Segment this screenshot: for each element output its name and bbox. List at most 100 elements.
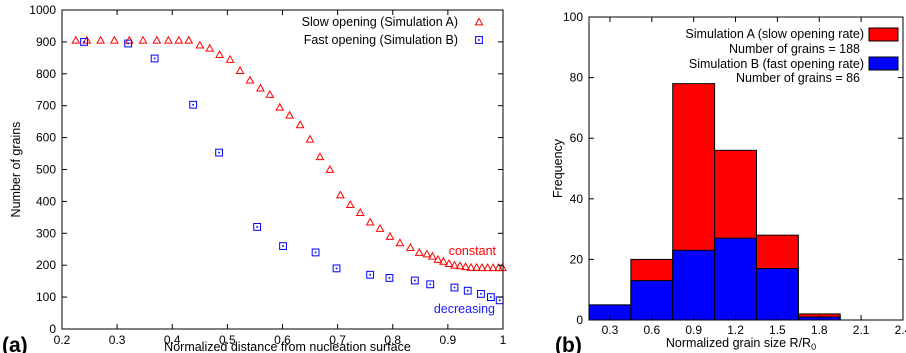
data-point-slow-opening <box>405 243 415 252</box>
marker-square <box>332 264 341 273</box>
x-tick-label: 0.9 <box>440 333 457 347</box>
x-axis-label-main: Normalized grain size R/R <box>666 336 811 350</box>
x-tick-label: 0.6 <box>274 333 291 347</box>
data-point-slow-opening <box>433 254 443 263</box>
legend-swatch-simulation-a <box>868 27 899 42</box>
legend-label-simulation-a: Simulation A (slow opening rate) <box>685 27 864 41</box>
marker-square <box>279 242 287 250</box>
data-point-slow-opening <box>335 190 345 199</box>
data-point-slow-opening <box>422 249 432 258</box>
marker-square-center <box>490 296 492 298</box>
histogram-bar-simulation-b <box>714 237 757 321</box>
y-tick-label: 100 <box>36 290 56 304</box>
histogram-bar-simulation-b <box>755 267 799 321</box>
data-point-fast-opening <box>486 293 495 302</box>
legend-marker-slow-opening <box>474 17 484 26</box>
data-point-fast-opening <box>332 264 341 273</box>
y-tick-label: 0 <box>576 313 583 327</box>
data-point-slow-opening <box>315 152 325 161</box>
data-point-fast-opening <box>410 276 419 285</box>
panel-a-legend: Slow opening (Simulation A) Fast opening… <box>302 15 484 47</box>
x-tick-label: 0.7 <box>329 333 346 347</box>
y-tick-label: 700 <box>36 99 56 113</box>
marker-square-center <box>388 277 391 279</box>
data-point-slow-opening <box>152 35 162 44</box>
data-point-slow-opening <box>355 207 365 216</box>
data-point-slow-opening <box>385 231 395 240</box>
data-point-slow-opening <box>295 120 305 129</box>
data-point-slow-opening <box>174 35 184 44</box>
panel-a-x-axis-label: Normalized distance from nucleation surf… <box>164 340 411 353</box>
data-point-slow-opening <box>414 247 424 256</box>
marker-square-center <box>335 267 338 270</box>
data-point-fast-opening <box>366 270 375 279</box>
data-point-slow-opening <box>439 256 448 265</box>
data-point-slow-opening <box>225 54 235 63</box>
x-tick-label: 1.8 <box>811 323 828 337</box>
y-tick-label: 80 <box>570 71 584 85</box>
data-point-slow-opening <box>205 43 215 52</box>
marker-square <box>253 223 262 231</box>
x-tick-label: 0.5 <box>219 333 236 347</box>
data-point-fast-opening <box>426 280 435 289</box>
y-tick-label: 40 <box>570 192 584 206</box>
marker-square-center <box>192 103 194 106</box>
data-point-slow-opening <box>256 83 265 92</box>
data-point-fast-opening <box>477 290 485 298</box>
annotation-decreasing: decreasing <box>434 302 495 316</box>
marker-square <box>486 293 495 302</box>
data-point-slow-opening <box>285 110 295 119</box>
x-tick-label: 1 <box>500 333 507 347</box>
marker-square-center <box>453 286 456 289</box>
data-point-slow-opening <box>245 75 255 84</box>
x-tick-label: 0.3 <box>602 323 619 337</box>
y-tick-label: 200 <box>36 258 56 272</box>
marker-square <box>410 276 419 285</box>
marker-square-center <box>127 42 129 45</box>
histogram-bar-simulation-b <box>630 280 674 321</box>
data-point-fast-opening <box>253 223 262 231</box>
marker-square-center <box>414 279 416 282</box>
y-tick-label: 300 <box>36 226 56 240</box>
x-tick-label: 2.4 <box>895 323 906 337</box>
marker-square-center <box>369 273 371 276</box>
panel-b-plot-frame <box>588 16 904 321</box>
marker-square-center <box>466 289 469 292</box>
y-tick-label: 60 <box>570 131 584 145</box>
data-point-fast-opening <box>463 286 472 295</box>
data-point-fast-opening <box>189 100 198 109</box>
data-point-slow-opening <box>265 89 275 98</box>
marker-square-center <box>478 39 480 41</box>
x-axis-label-subscript: 0 <box>811 342 816 352</box>
histogram-bar-simulation-b <box>672 249 716 321</box>
legend-label-slow-opening: Slow opening (Simulation A) <box>302 15 458 29</box>
legend-note-grains-a: Number of grains = 188 <box>729 42 860 56</box>
panel-b-y-axis-label: Frequency <box>551 138 565 198</box>
data-point-slow-opening <box>375 223 385 232</box>
data-point-fast-opening <box>124 39 133 48</box>
y-tick-label: 500 <box>36 163 56 177</box>
data-point-slow-opening <box>483 263 493 272</box>
marker-square <box>463 286 472 295</box>
data-point-slow-opening <box>163 35 173 44</box>
marker-square-center <box>282 245 284 247</box>
data-point-slow-opening <box>235 65 245 74</box>
y-tick-label: 600 <box>36 131 56 145</box>
data-point-fast-opening <box>450 283 459 292</box>
marker-square <box>450 283 459 292</box>
annotation-constant: constant <box>449 244 497 258</box>
data-point-slow-opening <box>477 263 487 272</box>
data-point-fast-opening <box>150 54 159 63</box>
data-point-slow-opening <box>472 262 481 271</box>
marker-square <box>80 38 88 46</box>
panel-b-x-axis-label: Normalized grain size R/R0 <box>666 336 816 352</box>
x-tick-label: 2.1 <box>853 323 870 337</box>
panel-a-y-axis-label: Number of grains <box>9 122 23 218</box>
panel-a-plot-frame <box>61 9 504 330</box>
data-point-slow-opening <box>305 134 315 143</box>
marker-square <box>477 290 485 298</box>
y-tick-label: 400 <box>36 194 56 208</box>
panel-b-legend: Simulation A (slow opening rate) Number … <box>685 27 899 85</box>
y-tick-label: 20 <box>570 252 584 266</box>
